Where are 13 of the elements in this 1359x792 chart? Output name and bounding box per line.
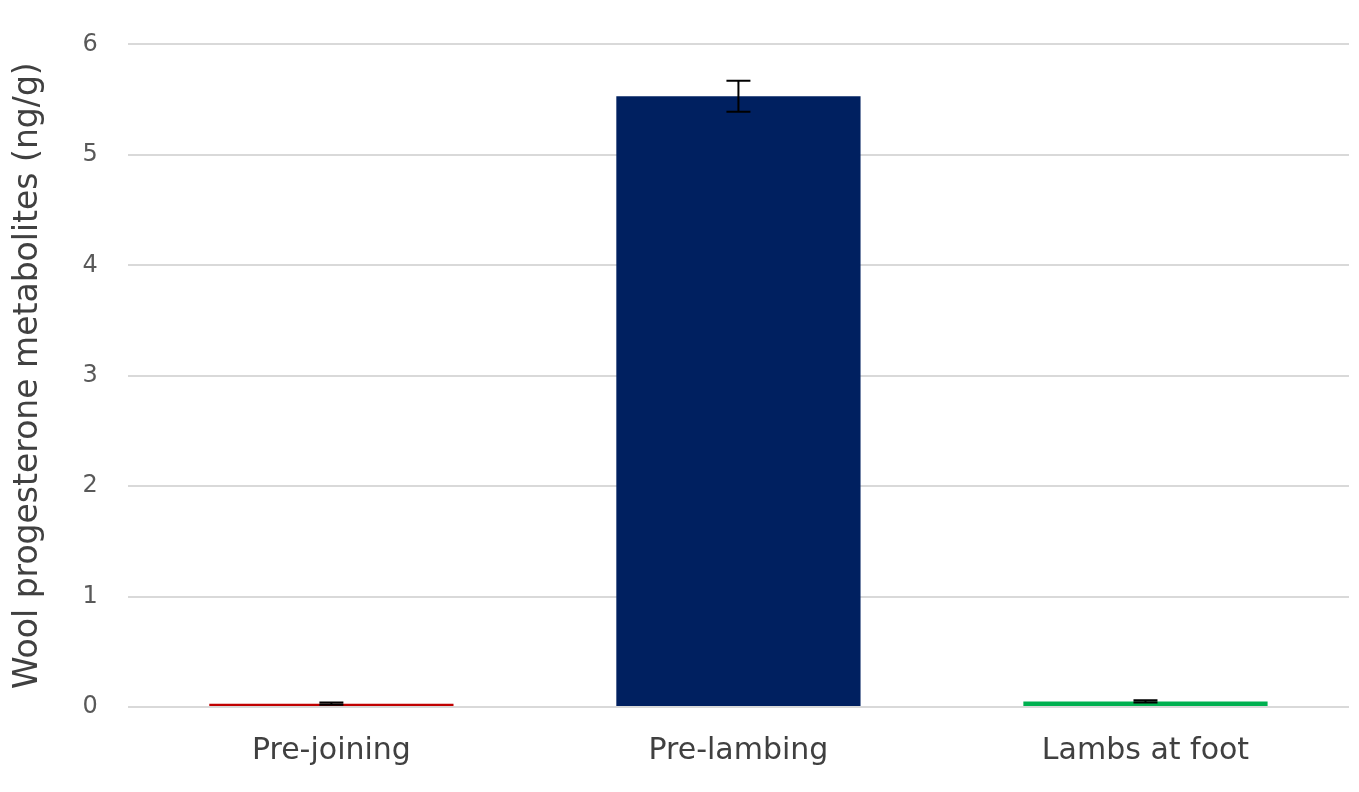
y-tick-label: 4 — [82, 249, 98, 278]
y-tick-label: 5 — [82, 139, 98, 168]
y-tick-label: 0 — [82, 691, 98, 720]
x-tick-label: Lambs at foot — [1041, 730, 1250, 766]
y-tick-label: 6 — [82, 28, 98, 57]
y-axis-title: Wool progesterone metabolites (ng/g) — [6, 62, 46, 690]
y-tick-label: 1 — [82, 580, 98, 609]
bar — [616, 96, 861, 706]
bar — [1023, 701, 1268, 706]
y-tick-label: 2 — [82, 470, 98, 499]
y-tick-label: 3 — [82, 359, 98, 388]
x-tick-label: Pre-joining — [251, 730, 411, 766]
x-tick-label: Pre-lambing — [648, 730, 829, 766]
